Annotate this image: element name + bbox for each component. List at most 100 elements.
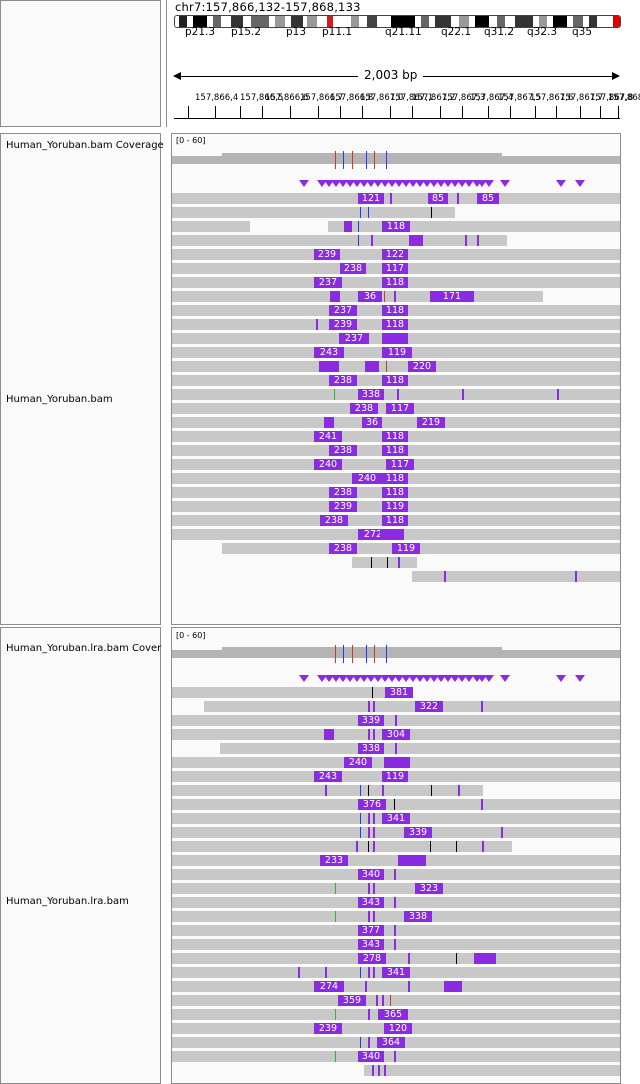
insertion-tick <box>465 235 467 246</box>
band-label: p11.1 <box>322 26 353 38</box>
insertion-marker-icon <box>387 180 397 187</box>
read-alignment <box>172 911 620 922</box>
ruler-tick <box>556 106 557 118</box>
insertion-block: 118 <box>382 319 408 330</box>
mismatch-mark <box>456 841 457 852</box>
insertion-tick <box>394 897 396 908</box>
insertion-block <box>474 953 496 964</box>
coverage-snp <box>374 151 375 169</box>
tick-label: 157,866,5 <box>240 93 284 103</box>
insertion-block: 238 <box>340 263 366 274</box>
insertion-marker-icon <box>443 675 453 682</box>
insertion-marker-icon <box>415 180 425 187</box>
insertion-tick <box>368 813 370 824</box>
ruler-tick <box>462 106 463 118</box>
insertion-block: 238 <box>329 445 357 456</box>
insertion-block: 339 <box>404 827 432 838</box>
read-alignment <box>172 897 620 908</box>
insertion-tick <box>368 1037 370 1048</box>
mismatch-mark <box>456 953 457 964</box>
insertion-marker-icon <box>457 675 467 682</box>
insertion-tick <box>325 785 327 796</box>
insertion-block: 377 <box>358 925 384 936</box>
coverage-bar <box>502 158 620 164</box>
insertion-tick <box>384 1065 386 1076</box>
insertion-tick <box>373 827 375 838</box>
insertion-block: 119 <box>392 543 420 554</box>
band-label: q22.1 <box>441 26 472 38</box>
chromosome-ideogram[interactable] <box>174 15 621 28</box>
insertion-marker-icon <box>415 675 425 682</box>
band-label: p21.3 <box>185 26 216 38</box>
insertion-block: 118 <box>382 277 408 288</box>
insertion-block: 219 <box>417 417 445 428</box>
alignment-panel[interactable]: [0 - 60] 121 85 85 118 239 122 238 117 237 118 36 1… <box>171 133 621 625</box>
arrow-left-icon <box>173 72 181 80</box>
insertion-tick <box>457 193 459 204</box>
read-alignment <box>172 687 412 698</box>
insertion-tick <box>356 841 358 852</box>
read-alignment <box>172 883 620 894</box>
insertion-block: 85 <box>477 193 499 204</box>
read-alignment <box>364 1065 620 1076</box>
insertion-block: 239 <box>314 1023 342 1034</box>
band-label: q35 <box>572 26 593 38</box>
insertion-marker-icon <box>401 675 411 682</box>
insertion-marker-icon <box>299 675 309 682</box>
insertion-marker-icon <box>575 675 585 682</box>
coverage-snp <box>352 645 353 663</box>
insertion-block: 36 <box>362 417 382 428</box>
insertion-block: 359 <box>338 995 366 1006</box>
tick-label: 157,868,0 <box>608 93 640 103</box>
insertion-tick <box>316 319 318 330</box>
insertion-tick <box>395 743 397 754</box>
coverage-track-name[interactable]: Human_Yoruban.lra.bam Cover <box>6 643 162 654</box>
insertion-block <box>380 529 404 540</box>
mismatch-mark <box>360 813 361 824</box>
ruler-tick <box>580 106 581 118</box>
insertion-block: 122 <box>382 249 408 260</box>
coverage-snp <box>343 151 344 169</box>
ruler-tick <box>440 106 441 118</box>
coverage-track-name[interactable]: Human_Yoruban.bam Coverage <box>6 140 164 151</box>
insertion-tick <box>382 995 384 1006</box>
read-alignment <box>172 869 620 880</box>
tick-label: 157,867,4 <box>470 93 514 103</box>
insertion-marker-icon <box>575 180 585 187</box>
insertion-marker-icon <box>422 180 432 187</box>
insertion-marker-icon <box>394 675 404 682</box>
alignment-track-name[interactable]: Human_Yoruban.lra.bam <box>6 896 129 907</box>
locus-text[interactable]: chr7:157,866,132-157,868,133 <box>175 0 361 14</box>
coverage-range: [0 - 60] <box>176 631 206 640</box>
insertion-block: 237 <box>339 333 369 344</box>
insertion-block: 240 <box>344 757 372 768</box>
alignment-panel[interactable]: [0 - 60] 381 322 339 304 338 240 243 119 376 341 3… <box>171 627 621 1084</box>
insertion-tick <box>481 799 483 810</box>
insertion-marker-icon <box>324 675 334 682</box>
coverage-bar <box>222 153 502 164</box>
insertion-tick <box>373 967 375 978</box>
insertion-block: 323 <box>415 883 443 894</box>
read-alignment <box>172 981 620 992</box>
insertion-block: 36 <box>358 291 382 302</box>
insertion-block <box>444 981 462 992</box>
mismatch-mark <box>368 785 369 796</box>
coverage-bar <box>222 647 502 658</box>
mismatch-mark <box>430 841 431 852</box>
mismatch-mark <box>431 207 432 218</box>
alignment-track-name[interactable]: Human_Yoruban.bam <box>6 394 113 405</box>
insertion-block: 338 <box>404 911 432 922</box>
mismatch-mark <box>387 557 388 568</box>
insertion-block: 119 <box>382 771 408 782</box>
insertion-tick <box>365 981 367 992</box>
insertion-marker-icon <box>422 675 432 682</box>
ruler-tick <box>318 106 319 118</box>
insertion-block <box>365 361 379 372</box>
band-label: q32.3 <box>527 26 558 38</box>
insertion-block <box>398 855 426 866</box>
mismatch-mark <box>360 827 361 838</box>
insertion-block: 272 <box>358 529 388 540</box>
read-alignment <box>172 235 507 246</box>
insertion-block: 343 <box>358 897 384 908</box>
coverage-name-panel: Human_Yoruban.lra.bam Cover Human_Yoruba… <box>0 627 161 1084</box>
